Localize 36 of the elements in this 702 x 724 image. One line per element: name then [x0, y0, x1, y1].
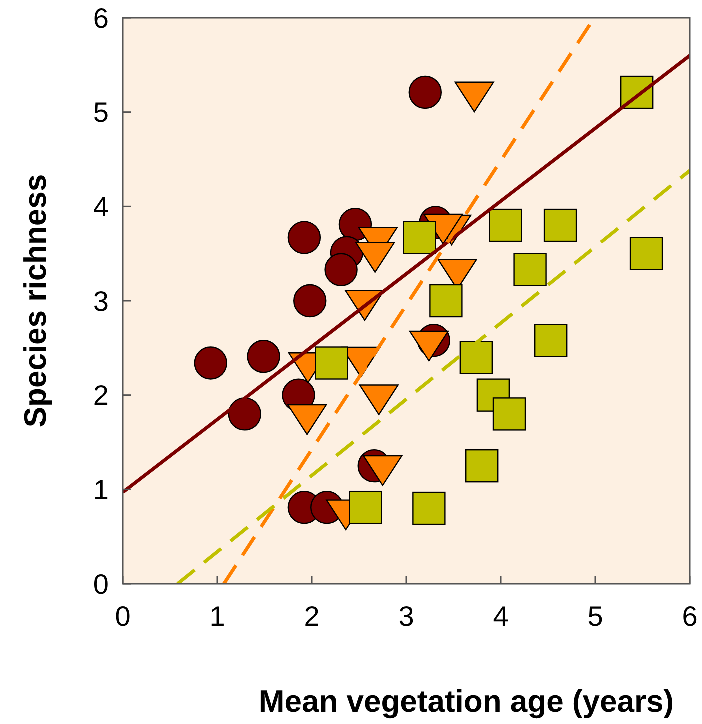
- point: [247, 340, 280, 374]
- point: [514, 253, 547, 286]
- y-tick-label: 4: [93, 191, 109, 222]
- point: [349, 490, 382, 524]
- point: [228, 398, 262, 431]
- point: [408, 76, 442, 110]
- point: [630, 237, 664, 270]
- point: [534, 324, 568, 358]
- point: [288, 221, 322, 254]
- x-axis-title: Mean vegetation age (years): [258, 684, 674, 719]
- point: [460, 341, 494, 374]
- y-tick-label: 6: [93, 2, 109, 34]
- x-tick-label: 5: [588, 601, 604, 632]
- point: [412, 492, 446, 526]
- y-tick-label: 5: [93, 97, 109, 128]
- point: [544, 208, 578, 242]
- y-tick-label: 0: [93, 568, 109, 600]
- point: [403, 221, 436, 254]
- point: [492, 398, 526, 431]
- y-tick-label: 1: [93, 474, 109, 506]
- x-tick-label: 1: [210, 601, 226, 632]
- point: [194, 346, 228, 380]
- point: [324, 253, 358, 286]
- point: [315, 346, 348, 380]
- y-axis-title: Species richness: [18, 174, 53, 428]
- point: [489, 208, 522, 242]
- x-tick-label: 3: [398, 601, 414, 632]
- point: [294, 284, 327, 318]
- point: [466, 449, 499, 483]
- point: [430, 284, 463, 318]
- y-tick-label: 2: [93, 380, 109, 412]
- x-tick-label: 0: [115, 601, 131, 632]
- x-tick-label: 6: [682, 601, 698, 632]
- y-tick-label: 3: [93, 286, 109, 317]
- x-tick-label: 4: [493, 601, 509, 632]
- x-tick-label: 2: [304, 601, 320, 632]
